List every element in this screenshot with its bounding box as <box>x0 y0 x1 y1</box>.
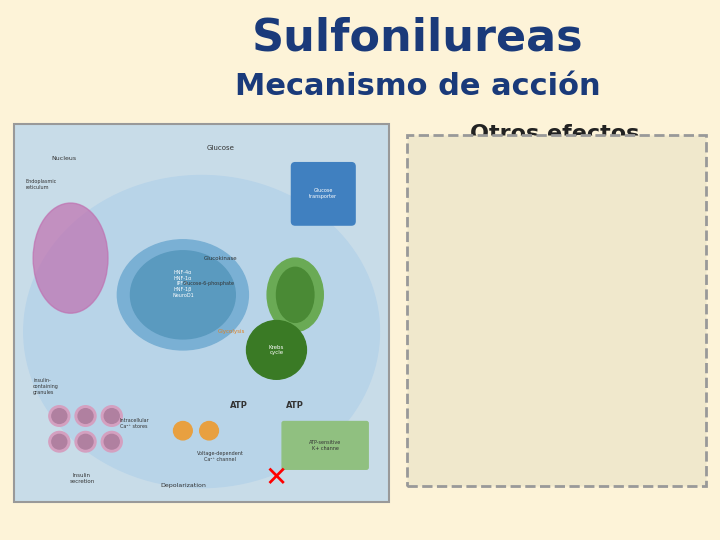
Text: antiagregante: antiagregante <box>418 362 534 380</box>
Text: Glucose: Glucose <box>207 145 234 151</box>
Text: ✕: ✕ <box>265 464 288 492</box>
Text: Sulfonilureas: Sulfonilureas <box>252 16 583 59</box>
FancyBboxPatch shape <box>14 124 389 502</box>
Ellipse shape <box>33 203 108 313</box>
Circle shape <box>75 406 96 426</box>
Circle shape <box>49 406 70 426</box>
Text: libre: libre <box>418 432 454 450</box>
Ellipse shape <box>130 251 235 339</box>
Text: •: • <box>407 324 417 342</box>
Text: 0: 0 <box>636 394 647 412</box>
Circle shape <box>199 422 218 440</box>
Ellipse shape <box>117 240 248 350</box>
Text: Endoplasmic
reticulum: Endoplasmic reticulum <box>26 179 57 190</box>
Text: Voltage-dependent
Ca²⁺ channel: Voltage-dependent Ca²⁺ channel <box>197 451 244 462</box>
Text: Otros efectos
Extrapancreáticos: Otros efectos Extrapancreáticos <box>441 124 668 169</box>
Text: : efecto: : efecto <box>493 324 557 342</box>
Text: Mecanismo de acción: Mecanismo de acción <box>235 72 600 101</box>
Circle shape <box>104 434 120 449</box>
Text: •: • <box>407 464 417 482</box>
Circle shape <box>78 434 93 449</box>
Text: Glucose
transporter: Glucose transporter <box>309 188 338 199</box>
Text: Depolarization: Depolarization <box>160 483 206 488</box>
Text: Krebs
cycle: Krebs cycle <box>269 345 284 355</box>
Ellipse shape <box>24 176 379 488</box>
Text: Clorpropamida: Clorpropamida <box>418 464 556 482</box>
Text: Insulin
secretion: Insulin secretion <box>69 473 94 484</box>
Text: HNF-4α
HNF-1α
IPF-1
HNF-1β
NeuroD1: HNF-4α HNF-1α IPF-1 HNF-1β NeuroD1 <box>172 269 194 298</box>
Circle shape <box>102 431 122 452</box>
Text: Gliclazida: Gliclazida <box>418 324 508 342</box>
Circle shape <box>78 409 93 423</box>
Circle shape <box>102 406 122 426</box>
Ellipse shape <box>276 267 314 322</box>
Circle shape <box>246 321 307 379</box>
Text: Gliburide: Gliburide <box>418 394 503 412</box>
FancyBboxPatch shape <box>292 163 355 225</box>
Text: Intracellular
Ca²⁺ stores: Intracellular Ca²⁺ stores <box>120 418 149 429</box>
Text: •: • <box>407 394 417 412</box>
Text: Glucose-6-phosphate: Glucose-6-phosphate <box>183 281 235 286</box>
Text: ATP: ATP <box>287 401 304 409</box>
Circle shape <box>52 434 67 449</box>
Text: ATP-sensitive
K+ channe: ATP-sensitive K+ channe <box>309 440 341 451</box>
Circle shape <box>104 409 120 423</box>
FancyBboxPatch shape <box>282 422 368 469</box>
Text: : + ADH: : + ADH <box>522 464 589 482</box>
Circle shape <box>52 409 67 423</box>
Text: insulin-
containing
granules: insulin- containing granules <box>33 379 59 395</box>
Text: Glucokinase: Glucokinase <box>204 255 237 261</box>
Circle shape <box>75 431 96 452</box>
Text: Glycolysis: Glycolysis <box>218 329 246 334</box>
Text: ATP: ATP <box>230 401 248 409</box>
Circle shape <box>174 422 192 440</box>
Text: : + excreción H: : + excreción H <box>481 394 608 412</box>
Text: 2: 2 <box>621 390 629 400</box>
Text: •Disminución aclaramiento
hepático insulina
•Disminución glucagon: •Disminución aclaramiento hepático insul… <box>407 216 634 282</box>
Circle shape <box>49 431 70 452</box>
Text: Nucleus: Nucleus <box>52 157 77 161</box>
Ellipse shape <box>267 258 323 332</box>
